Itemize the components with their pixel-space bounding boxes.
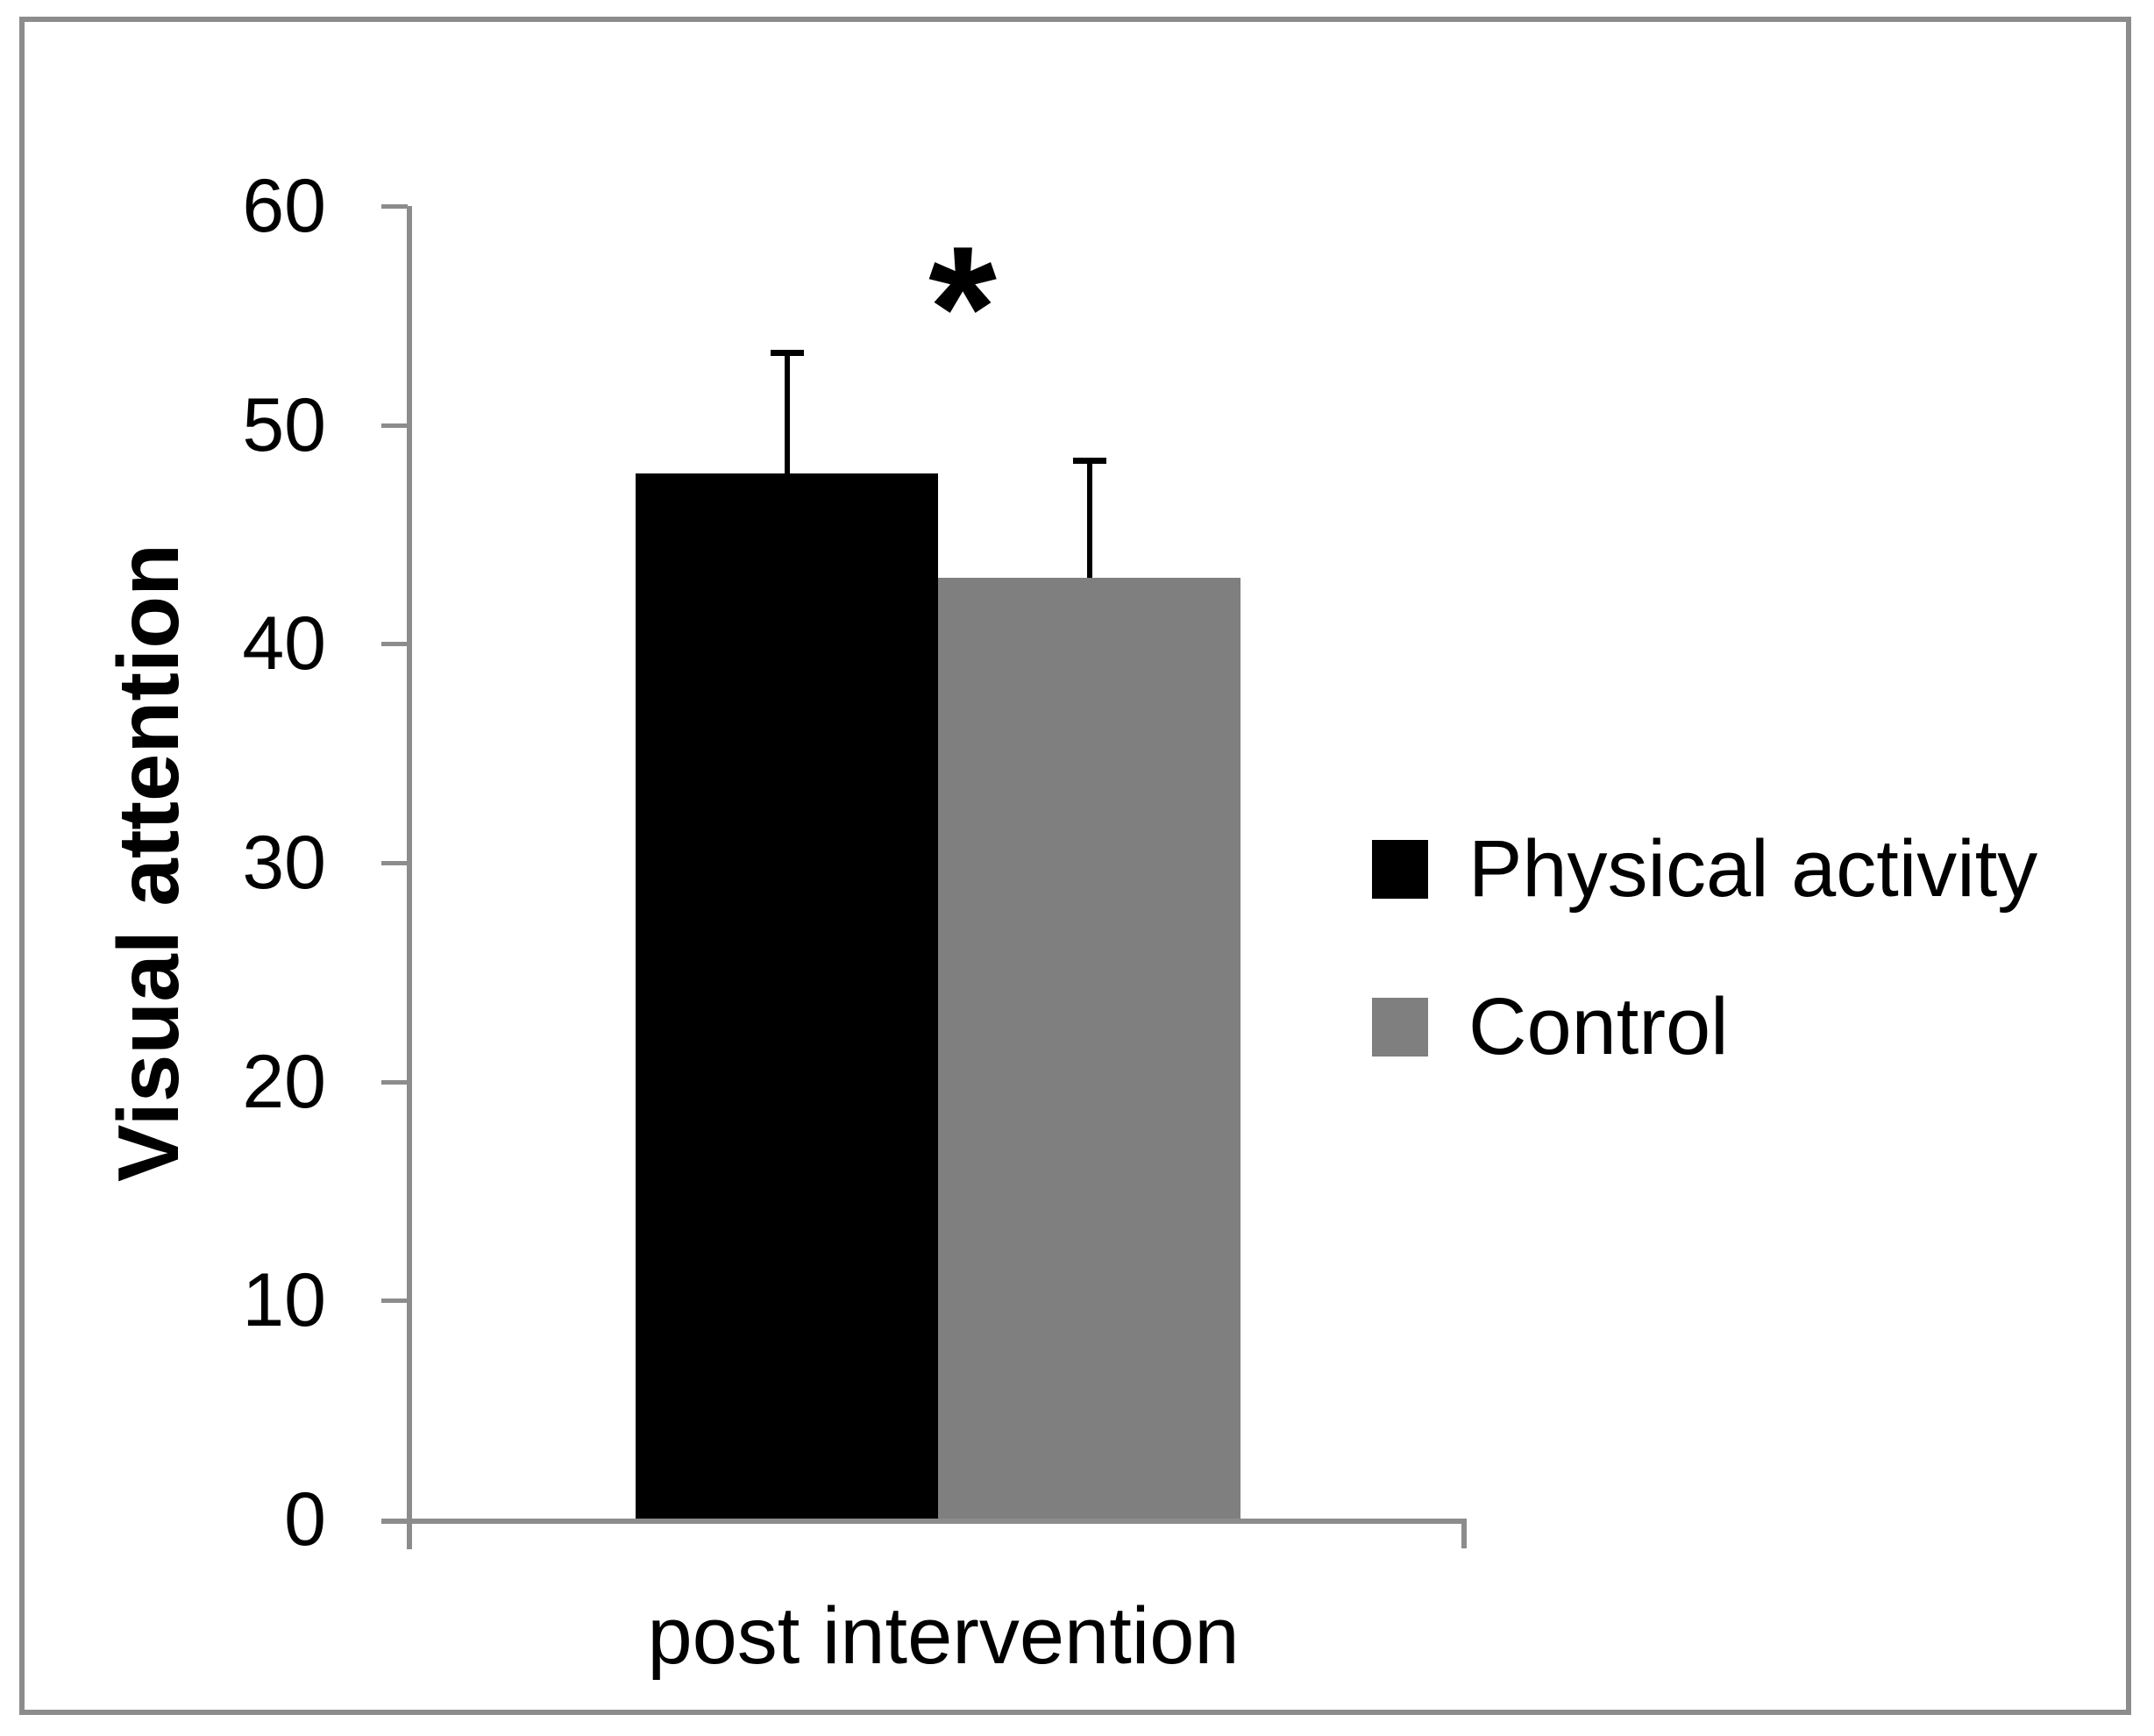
- y-axis-line: [407, 206, 412, 1549]
- y-axis-title: Visual attention: [100, 544, 196, 1182]
- y-tick-label: 30: [242, 821, 326, 905]
- legend-swatch-physical-activity: [1372, 839, 1428, 899]
- y-tick: [381, 1298, 408, 1304]
- error-bar-cap-physical-activity: [770, 350, 804, 357]
- legend-item-control: Control: [1372, 986, 1729, 1067]
- y-tick: [381, 1079, 408, 1085]
- y-tick-label: 20: [242, 1039, 326, 1124]
- y-tick-label: 50: [242, 382, 326, 467]
- figure-border: [19, 17, 2131, 1715]
- y-tick: [381, 204, 408, 209]
- legend-label-physical-activity: Physical activity: [1468, 824, 2038, 914]
- x-axis-category-label: post intervention: [647, 1591, 1240, 1681]
- x-axis-line: [381, 1519, 1467, 1524]
- legend-item-physical-activity: Physical activity: [1372, 829, 2037, 909]
- x-axis-end-tick: [1461, 1519, 1467, 1548]
- error-bar-line-control: [1086, 459, 1092, 579]
- bar-physical-activity: [636, 473, 938, 1519]
- y-tick-label: 40: [242, 601, 326, 687]
- y-tick: [381, 642, 408, 647]
- bar-control: [938, 578, 1241, 1519]
- y-tick-label: 10: [242, 1258, 326, 1343]
- error-bar-line-physical-activity: [784, 352, 790, 473]
- y-tick-label: 60: [242, 164, 326, 248]
- legend-swatch-control: [1372, 997, 1428, 1057]
- y-tick: [381, 861, 408, 865]
- y-tick: [381, 423, 408, 428]
- legend-label-control: Control: [1468, 982, 1729, 1071]
- y-tick-label: 0: [284, 1477, 326, 1562]
- error-bar-cap-control: [1072, 457, 1106, 464]
